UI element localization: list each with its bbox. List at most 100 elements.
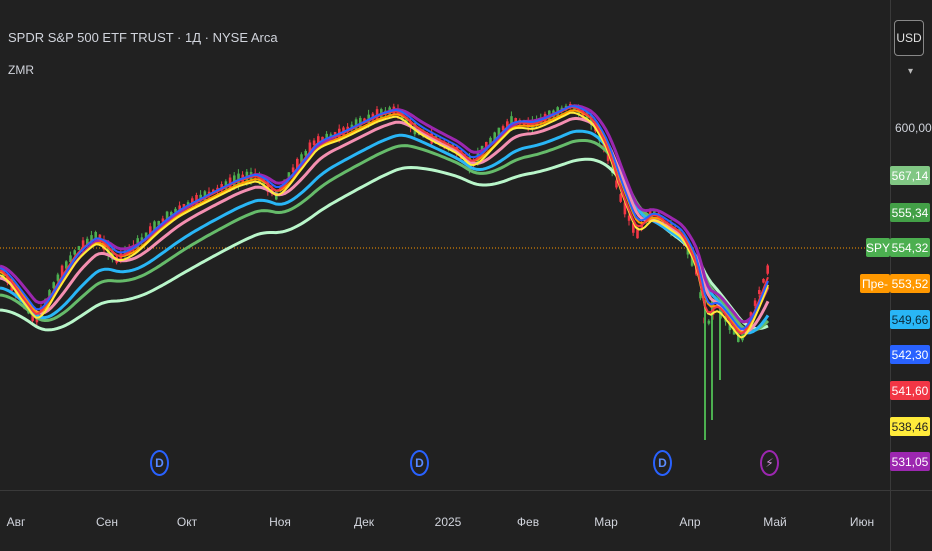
candle-body (304, 150, 307, 156)
premarket-tag: Пре- (860, 274, 890, 293)
candle-body (493, 132, 496, 141)
candle-body (191, 198, 194, 206)
candle-body (291, 167, 295, 173)
candle-body (501, 126, 505, 131)
candle-body (758, 290, 761, 294)
candle-body (77, 246, 81, 250)
dividend-marker-3[interactable]: D (653, 450, 672, 476)
candle-body (287, 172, 291, 180)
candle-body (636, 227, 639, 239)
candle-body (69, 255, 72, 263)
time-label-sep: Сен (96, 515, 118, 529)
dividend-marker-1[interactable]: D (150, 450, 169, 476)
price-tag-4: 553,52 (890, 274, 930, 293)
candle-body (619, 194, 622, 202)
candle-body (506, 121, 509, 127)
candle-body (514, 118, 517, 125)
candle-body (144, 232, 148, 238)
price-tag-8: 538,46 (890, 417, 930, 436)
time-label-nov: Ноя (269, 515, 291, 529)
candle-body (317, 136, 320, 143)
candle-body (178, 205, 181, 212)
candle-body (296, 158, 299, 169)
time-label-apr: Апр (679, 515, 701, 529)
candle-body (409, 121, 412, 128)
candle-body (165, 211, 169, 223)
price-chart[interactable] (0, 0, 890, 490)
indicator-label[interactable]: ZMR (8, 63, 34, 77)
candle-body (174, 208, 177, 213)
candle-body (321, 136, 324, 141)
chevron-down-icon: ▾ (908, 66, 914, 77)
time-label-2025: 2025 (434, 515, 462, 529)
candle-body (615, 180, 618, 188)
dividend-marker-2[interactable]: D (410, 450, 429, 476)
time-label-mar: Мар (594, 515, 618, 529)
candle-body (405, 116, 408, 124)
time-label-aug: Авг (6, 515, 26, 529)
time-axis[interactable] (0, 490, 890, 551)
candle-body (140, 237, 144, 242)
candle-body (81, 240, 85, 250)
time-label-dec: Дек (353, 515, 375, 529)
time-label-jun: Июн (849, 515, 875, 529)
candle-body (627, 215, 631, 221)
candle-body (149, 226, 152, 236)
candle-body (48, 290, 51, 298)
price-tag-1: 567,14 (890, 166, 930, 185)
candle-body (690, 254, 694, 266)
candle-body (107, 244, 110, 256)
candle-body (300, 154, 303, 163)
ma-orange (0, 109, 769, 334)
ma-yellow (0, 111, 769, 339)
candle-body (489, 137, 492, 145)
candle-body (161, 218, 165, 222)
candle-body (325, 133, 328, 141)
price-tag-9: 531,05 (890, 452, 930, 471)
candle-body (266, 181, 270, 193)
ma-pink (0, 116, 770, 334)
candle-body (157, 220, 160, 226)
candle-body (6, 275, 9, 283)
candle-body (606, 150, 610, 162)
candle-body (699, 292, 702, 299)
symbol-title[interactable]: SPDR S&P 500 ETF TRUST · 1Д · NYSE Arca (8, 30, 278, 45)
candle-body (749, 312, 753, 317)
candle-body (308, 142, 312, 154)
candle-body (153, 221, 156, 233)
candle-body (60, 265, 64, 277)
candle-body (497, 127, 501, 138)
candle-body (94, 231, 97, 239)
candle-body (766, 265, 769, 274)
candle-body (90, 235, 93, 243)
candle-body (65, 261, 68, 269)
price-tag-6: 542,30 (890, 345, 930, 364)
candle-body (312, 140, 316, 145)
ma-200 (0, 157, 769, 332)
axis-corner (890, 490, 932, 551)
candle-body (86, 238, 89, 245)
price-tag-2: 555,34 (890, 203, 930, 222)
price-tag-5: 549,66 (890, 310, 930, 329)
chart-pane[interactable]: SPDR S&P 500 ETF TRUST · 1Д · NYSE Arca … (0, 0, 890, 490)
earnings-marker[interactable]: ⚡ (760, 450, 779, 476)
time-label-may: Май (763, 515, 787, 529)
candle-body (585, 111, 589, 122)
price-tag-7: 541,60 (890, 381, 930, 400)
candle-body (762, 278, 765, 283)
candle-body (186, 202, 190, 206)
ma-50 (0, 129, 770, 335)
candle-body (632, 223, 635, 233)
symbol-tag: SPY (866, 238, 890, 257)
candle-body (56, 274, 60, 281)
currency-button[interactable]: USD (894, 20, 924, 56)
candle-body (648, 209, 652, 215)
time-label-feb: Фев (516, 515, 540, 529)
candle-body (170, 212, 173, 216)
candle-body (182, 203, 186, 209)
price-tag-3: 554,32 (890, 238, 930, 257)
ma-blue (0, 105, 769, 330)
candle-body (707, 320, 711, 324)
candle-body (52, 282, 55, 289)
time-label-oct: Окт (176, 515, 198, 529)
